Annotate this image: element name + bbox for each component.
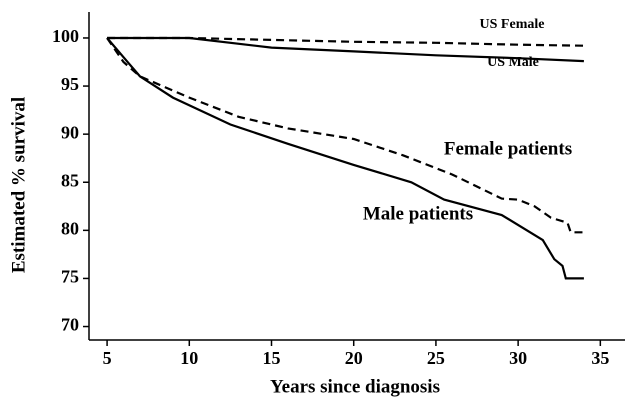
- x-tick-label: 5: [103, 348, 112, 368]
- x-tick-label: 20: [345, 348, 363, 368]
- x-tick-label: 15: [263, 348, 281, 368]
- x-tick-label: 25: [427, 348, 445, 368]
- y-tick-label: 85: [61, 170, 79, 190]
- series-label: Female patients: [444, 138, 572, 159]
- x-tick-label: 35: [591, 348, 609, 368]
- x-tick-label: 30: [509, 348, 527, 368]
- series-line: [106, 37, 584, 280]
- x-axis-label: Years since diagnosis: [270, 376, 440, 397]
- series-line: [107, 36, 584, 47]
- series-line: [107, 36, 584, 63]
- y-tick-label: 70: [61, 315, 79, 335]
- x-tick-label: 10: [180, 348, 198, 368]
- series-label: US Female: [480, 17, 545, 32]
- y-tick-label: 100: [52, 26, 79, 46]
- y-tick-label: 90: [61, 122, 79, 142]
- series-label: Male patients: [363, 203, 473, 224]
- y-axis-label: Estimated % survival: [8, 97, 29, 273]
- y-tick-label: 95: [61, 74, 79, 94]
- series-label: US Male: [487, 55, 539, 70]
- y-tick-label: 75: [61, 267, 79, 287]
- series-line: [106, 37, 584, 234]
- y-tick-label: 80: [61, 218, 79, 238]
